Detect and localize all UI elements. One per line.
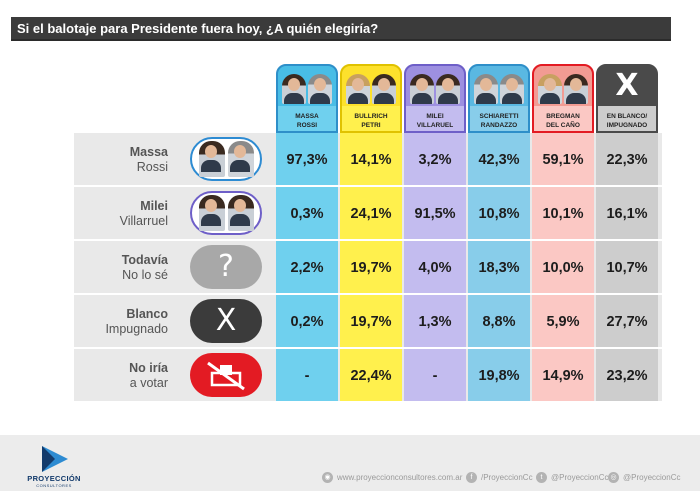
- column-strip-bregman: [532, 133, 594, 401]
- footer-bar: [0, 435, 700, 491]
- table-cell: 4,0%: [418, 259, 452, 276]
- row-label-milei-villarruel: Milei Villarruel: [119, 199, 168, 228]
- row-divider: [74, 185, 662, 187]
- table-cell: 2,2%: [290, 259, 324, 276]
- table-cell: -: [304, 367, 310, 384]
- candidate-photo-icon: [406, 66, 464, 104]
- column-strip-bullrich: [340, 133, 402, 401]
- table-cell: 14,1%: [350, 151, 392, 168]
- table-cell: 5,9%: [546, 313, 580, 330]
- table-cell: 27,7%: [606, 313, 648, 330]
- twitter-link[interactable]: t @ProyeccionCc: [536, 470, 608, 484]
- proyeccion-logo-icon: [42, 446, 68, 472]
- column-strip-milei: [404, 133, 466, 401]
- candidate-photo-icon: [190, 137, 262, 181]
- candidate-photo-icon: [534, 66, 592, 104]
- table-cell: 22,3%: [606, 151, 648, 168]
- row-label-blank-void: Blanco Impugnado: [105, 307, 168, 336]
- table-cell: 23,2%: [606, 367, 648, 384]
- website-link[interactable]: ◉ www.proyeccionconsultores.com.ar: [322, 470, 462, 484]
- table-cell: 10,0%: [542, 259, 584, 276]
- row-divider: [74, 293, 662, 295]
- table-cell: 16,1%: [606, 205, 648, 222]
- facebook-icon: f: [466, 471, 477, 483]
- facebook-link[interactable]: f /ProyeccionCc: [466, 470, 533, 484]
- table-cell: 19,7%: [350, 259, 392, 276]
- candidate-photo-icon: [278, 66, 336, 104]
- candidate-photo-icon: [190, 191, 262, 235]
- table-cell: 8,8%: [482, 313, 516, 330]
- twitter-icon: t: [536, 471, 547, 483]
- column-strip-blanco: [596, 133, 658, 401]
- candidate-photo-icon: [342, 66, 400, 104]
- table-cell: 19,7%: [350, 313, 392, 330]
- table-cell: 24,1%: [350, 205, 392, 222]
- column-header-bullrich: BULLRICH PETRI: [340, 64, 402, 133]
- table-cell: 42,3%: [478, 151, 520, 168]
- row-label-undecided: Todavía No lo sé: [121, 253, 168, 282]
- column-header-blanco: X EN BLANCO/IMPUGNADO: [596, 64, 658, 133]
- row-divider: [74, 239, 662, 241]
- table-cell: 10,7%: [606, 259, 648, 276]
- table-cell: 10,8%: [478, 205, 520, 222]
- table-cell: 0,3%: [290, 205, 324, 222]
- table-cell: 14,9%: [542, 367, 584, 384]
- column-header-bregman: BREGMAN DEL CAÑO: [532, 64, 594, 133]
- table-cell: 0,2%: [290, 313, 324, 330]
- question-icon: ?: [190, 245, 262, 289]
- row-label-no-vote: No iría a votar: [129, 361, 168, 390]
- no-vote-icon: [190, 353, 262, 397]
- table-cell: 18,3%: [478, 259, 520, 276]
- table-cell: 91,5%: [414, 205, 456, 222]
- row-divider: [74, 347, 662, 349]
- table-cell: 19,8%: [478, 367, 520, 384]
- brand-name: PROYECCIÓN: [27, 474, 81, 483]
- globe-icon: ◉: [322, 471, 333, 483]
- table-cell: 22,4%: [350, 367, 392, 384]
- table-cell: 10,1%: [542, 205, 584, 222]
- x-icon: X: [190, 299, 262, 343]
- x-icon: X: [615, 68, 639, 103]
- column-strip-schiaretti: [468, 133, 530, 401]
- column-strip-massa: [276, 133, 338, 401]
- instagram-link[interactable]: ◎ @ProyeccionCc: [608, 470, 680, 484]
- chart-title: Si el balotaje para Presidente fuera hoy…: [11, 17, 671, 41]
- row-label-massa-rossi: Massa Rossi: [129, 145, 168, 174]
- table-cell: 3,2%: [418, 151, 452, 168]
- table-cell: 59,1%: [542, 151, 584, 168]
- column-header-milei: MILEI VILLARUEL: [404, 64, 466, 133]
- instagram-icon: ◎: [608, 471, 619, 483]
- table-cell: -: [432, 367, 438, 384]
- column-header-schiaretti: SCHIARETTI RANDAZZO: [468, 64, 530, 133]
- table-cell: 97,3%: [286, 151, 328, 168]
- brand-subtitle: CONSULTORES: [36, 483, 72, 488]
- table-cell: 1,3%: [418, 313, 452, 330]
- candidate-photo-icon: [470, 66, 528, 104]
- column-header-massa: MASSA ROSSI: [276, 64, 338, 133]
